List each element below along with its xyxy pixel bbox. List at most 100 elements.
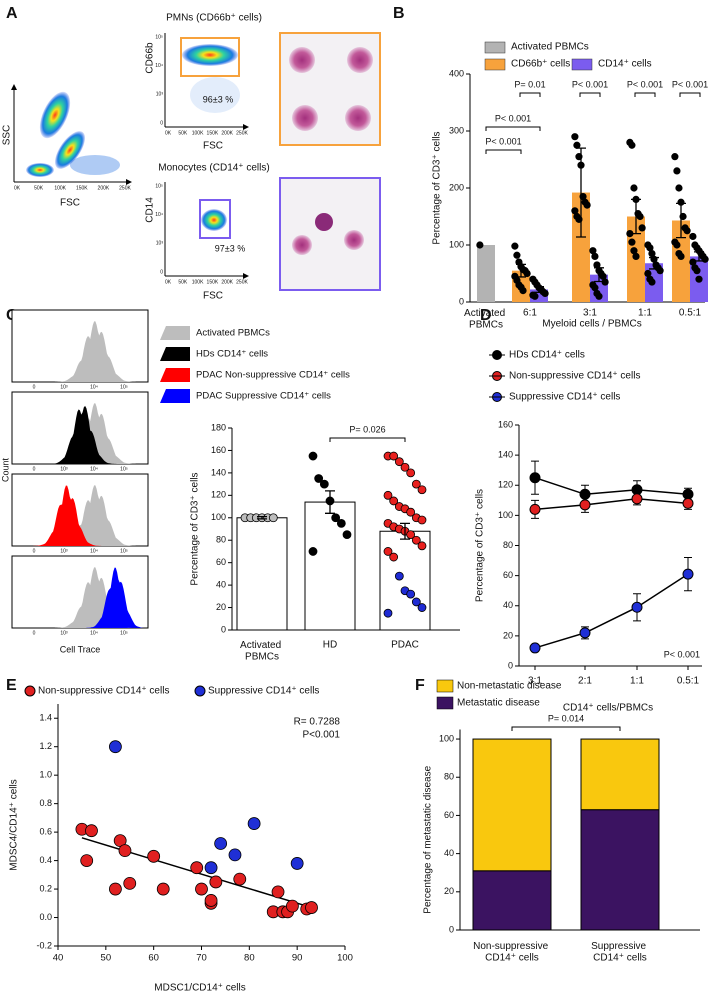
data-point	[319, 479, 329, 489]
panel-letter: E	[6, 677, 17, 694]
legend-label: Non-metastatic disease	[457, 681, 562, 692]
x-axis-title: FSC	[203, 141, 223, 152]
data-point	[519, 286, 527, 295]
x-tick-label: 0K	[165, 279, 172, 285]
legend-label: Metastatic disease	[457, 698, 540, 709]
y-tick-label: 0	[459, 296, 464, 306]
panel-letter: A	[6, 5, 18, 22]
label-line: CD14⁺ cells	[485, 952, 539, 963]
x-tick-label: 200K	[221, 130, 233, 136]
data-point	[214, 837, 228, 850]
y-tick-label: 0.8	[39, 798, 52, 808]
data-point	[531, 292, 539, 300]
data-point	[156, 882, 170, 896]
x-tick-label: 0	[33, 630, 36, 636]
legend-label: Non-suppressive CD14⁺ cells	[509, 371, 640, 382]
x-tick-label: PDAC	[391, 640, 419, 651]
x-tick-label: 50K	[178, 279, 188, 285]
x-tick-label: 90	[292, 953, 303, 964]
data-point	[417, 515, 427, 525]
data-point	[648, 278, 656, 286]
gate-percent: 96±3 %	[203, 94, 233, 104]
x-tick-label: 10⁵	[120, 466, 128, 472]
x-axis-title: CD14⁺ cells/PBMCs	[563, 703, 653, 714]
data-point	[628, 238, 636, 246]
marker	[682, 497, 694, 509]
marker	[682, 568, 694, 580]
data-point	[109, 882, 122, 896]
data-point	[417, 541, 427, 551]
label-line: Activated	[240, 640, 284, 651]
y-tick-label: 40	[444, 848, 454, 858]
y-tick-label: 0.2	[39, 883, 52, 893]
legend-label: PDAC Non-suppressive CD14⁺ cells	[196, 370, 350, 381]
y-tick-label: 200	[449, 182, 464, 192]
data-point	[411, 479, 421, 489]
marker	[631, 601, 643, 613]
x-tick-label: 250K	[236, 130, 248, 136]
y-tick-label: 0	[160, 120, 163, 126]
x-tick-label: 70	[196, 953, 207, 964]
error-bar	[631, 198, 641, 235]
annotation: P< 0.001	[485, 136, 521, 146]
y-tick-label: 300	[449, 125, 464, 135]
x-tick-label: 10⁵	[120, 630, 128, 636]
y-tick-label: 400	[449, 68, 464, 78]
bracket	[485, 126, 541, 131]
x-tick-label: 10⁴	[90, 630, 98, 636]
data-point	[636, 212, 644, 221]
y-tick-label: 0.6	[39, 826, 52, 836]
y-tick-label: 100	[211, 512, 226, 522]
data-point	[571, 133, 579, 141]
y-tick-label: 100	[498, 510, 513, 520]
data-point	[394, 457, 404, 467]
y-tick-label: 180	[211, 422, 226, 432]
data-point	[632, 252, 640, 260]
data-point	[123, 876, 137, 890]
marker	[529, 503, 541, 515]
legend-swatch	[160, 326, 190, 340]
annotation: P= 0.01	[514, 79, 545, 89]
histogram	[16, 403, 144, 464]
data-point	[677, 252, 685, 260]
annotation: P< 0.001	[664, 649, 700, 659]
marker	[631, 493, 643, 505]
marker	[579, 627, 591, 639]
annotation: P= 0.026	[349, 424, 385, 434]
y-axis-title: Percentage of CD3⁺ cells	[432, 131, 443, 244]
data-point	[331, 513, 341, 523]
y-tick-label: 160	[498, 419, 513, 429]
y-axis-title: Percentage of CD3⁺ cells	[190, 472, 201, 585]
data-point	[406, 589, 416, 599]
y-tick-label: 60	[503, 570, 513, 580]
data-point	[268, 513, 278, 523]
x-tick-label: 2:1	[578, 676, 592, 687]
histogram	[16, 405, 144, 464]
y-tick-label: 60	[216, 557, 226, 567]
data-point	[209, 875, 223, 889]
x-tick-label: Suppressive CD14⁺ cells	[591, 941, 649, 964]
legend-label: HDs CD14⁺ cells	[509, 350, 585, 361]
y-tick-label: 120	[498, 480, 513, 490]
data-point	[394, 571, 404, 581]
y-tick-label: 80	[444, 772, 454, 782]
data-point	[583, 201, 591, 209]
x-tick-label: Activated PBMCs	[240, 640, 284, 663]
mono-density	[201, 209, 227, 231]
y-tick-label: 0	[221, 624, 226, 634]
data-point	[513, 251, 521, 259]
x-tick-label: 250K	[236, 279, 248, 285]
error-bar	[594, 267, 604, 283]
x-tick-label: 80	[244, 953, 255, 964]
data-point	[628, 141, 636, 149]
data-point	[383, 547, 393, 556]
series-line	[534, 498, 689, 511]
data-point	[406, 507, 416, 517]
annotation: P= 0.014	[548, 713, 584, 723]
y-tick-label: 100	[449, 239, 464, 249]
pmn-gate	[180, 37, 240, 77]
data-point	[285, 899, 299, 913]
data-point	[389, 496, 399, 506]
gate-percent: 97±3 %	[215, 243, 245, 253]
